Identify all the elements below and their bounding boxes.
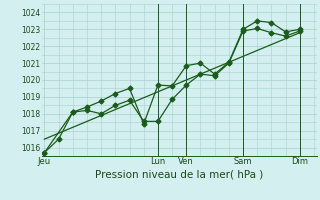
X-axis label: Pression niveau de la mer( hPa ): Pression niveau de la mer( hPa ) <box>95 169 263 179</box>
